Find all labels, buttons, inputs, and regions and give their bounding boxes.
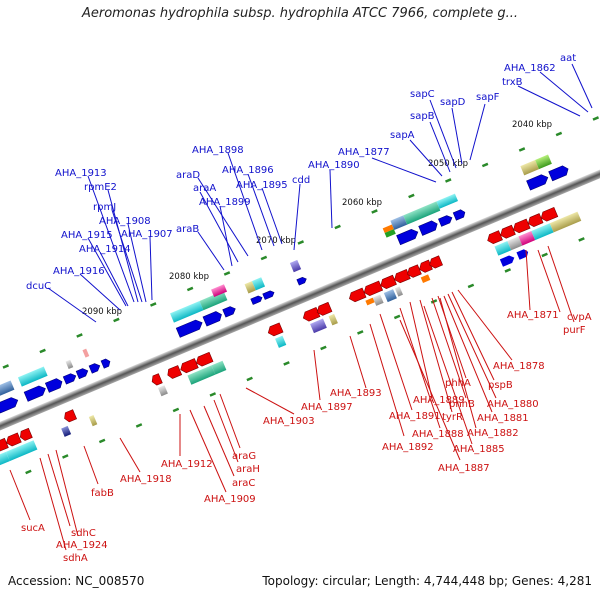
gene-label[interactable]: AHA_1913 (55, 168, 107, 179)
gene-label[interactable]: fabB (91, 488, 114, 499)
top-leader-lines (47, 63, 593, 323)
gene-label[interactable]: AHA_1909 (204, 494, 256, 505)
reverse-function-bars (0, 211, 582, 473)
gene-label[interactable]: AHA_1890 (308, 160, 360, 171)
gene-label[interactable]: araA (193, 183, 216, 194)
gene-label[interactable]: AHA_1885 (453, 444, 505, 455)
gene-label[interactable]: sapF (476, 92, 500, 103)
gene-label[interactable]: araG (232, 451, 256, 462)
gene-label[interactable]: AHA_1891 (389, 411, 441, 422)
gene-label[interactable]: rpmJ (93, 202, 116, 213)
kbp-label-2060: 2060 kbp (342, 198, 382, 208)
gene-label[interactable]: AHA_1887 (438, 463, 490, 474)
gene-label[interactable]: sucA (21, 523, 45, 534)
gene-label[interactable]: AHA_1912 (161, 459, 213, 470)
reverse-small-arrows (499, 249, 529, 267)
gene-label[interactable]: AHA_1897 (301, 402, 353, 413)
gene-label[interactable]: rpmE2 (84, 182, 117, 193)
gene-label[interactable]: AHA_1914 (79, 244, 131, 255)
gene-label[interactable]: purF (563, 325, 586, 336)
accession-text: Accession: NC_008570 (8, 574, 145, 588)
gene-label[interactable]: AHA_1862 (504, 63, 556, 74)
forward-function-bars (0, 154, 552, 399)
gene-label[interactable]: AHA_1892 (382, 442, 434, 453)
genome-backbone (0, 102, 600, 498)
gene-label[interactable]: sdhA (63, 553, 88, 564)
gene-label[interactable]: AHA_1908 (99, 216, 151, 227)
gene-label[interactable]: AHA_1924 (56, 540, 108, 551)
kbp-label-2080: 2080 kbp (169, 272, 209, 282)
gene-label[interactable]: AHA_1895 (236, 180, 288, 191)
forward-gene-arrows (0, 165, 569, 414)
kbp-label-2070: 2070 kbp (256, 236, 296, 246)
gene-label[interactable]: AHA_1877 (338, 147, 390, 158)
gene-label[interactable]: AHA_1899 (199, 197, 251, 208)
kbp-label-2090: 2090 kbp (82, 307, 122, 317)
gene-label[interactable]: AHA_1889 (413, 395, 465, 406)
gene-label[interactable]: sapA (390, 130, 415, 141)
reverse-gene-arrows (0, 206, 559, 454)
gene-label[interactable]: sdhC (71, 528, 96, 539)
gene-label[interactable]: AHA_1878 (493, 361, 545, 372)
gene-label[interactable]: pspB (488, 380, 513, 391)
gene-label[interactable]: AHA_1882 (467, 428, 519, 439)
gene-label[interactable]: trxB (502, 77, 523, 88)
gene-label[interactable]: araB (176, 224, 199, 235)
gene-label[interactable]: sapD (440, 97, 466, 108)
topology-summary: Topology: circular; Length: 4,744,448 bp… (262, 574, 592, 588)
top-gene-labels: aat AHA_1862 trxB sapF sapD sapC sapB sa… (26, 53, 576, 292)
gene-label[interactable]: AHA_1881 (477, 413, 529, 424)
gene-label[interactable]: AHA_1916 (53, 266, 105, 277)
bottom-leader-lines (9, 245, 575, 551)
gene-label[interactable]: dcuC (26, 281, 51, 292)
gene-label[interactable]: cvpA (567, 312, 592, 323)
kbp-label-2040: 2040 kbp (512, 120, 552, 130)
gene-label[interactable]: AHA_1896 (222, 165, 274, 176)
gene-label[interactable]: tyrR (442, 412, 463, 423)
gene-label[interactable]: AHA_1915 (61, 230, 113, 241)
kbp-label-2050: 2050 kbp (428, 159, 468, 169)
gene-label[interactable]: sapC (410, 89, 435, 100)
gene-label[interactable]: AHA_1888 (412, 429, 464, 440)
bottom-gene-labels: AHA_1871 cvpA purF AHA_1878 pspB phhA AH… (21, 310, 592, 564)
gene-label[interactable]: AHA_1871 (507, 310, 559, 321)
gene-label[interactable]: phhB (449, 399, 475, 410)
gene-label[interactable]: araC (232, 478, 255, 489)
gene-label[interactable]: AHA_1907 (121, 229, 173, 240)
gene-label[interactable]: AHA_1898 (192, 145, 244, 156)
gene-label[interactable]: sapB (410, 111, 435, 122)
gene-label[interactable]: AHA_1918 (120, 474, 172, 485)
gene-label[interactable]: cdd (292, 175, 310, 186)
tick-marks (2, 116, 600, 475)
gene-label[interactable]: AHA_1880 (487, 399, 539, 410)
gene-label[interactable]: AHA_1893 (330, 388, 382, 399)
gene-label[interactable]: araH (236, 464, 260, 475)
gene-label[interactable]: AHA_1903 (263, 416, 315, 427)
map-title: Aeromonas hydrophila subsp. hydrophila A… (81, 6, 519, 21)
gene-label[interactable]: aat (560, 53, 576, 64)
gene-label[interactable]: araD (176, 170, 200, 181)
gene-label[interactable]: phhA (445, 378, 471, 389)
